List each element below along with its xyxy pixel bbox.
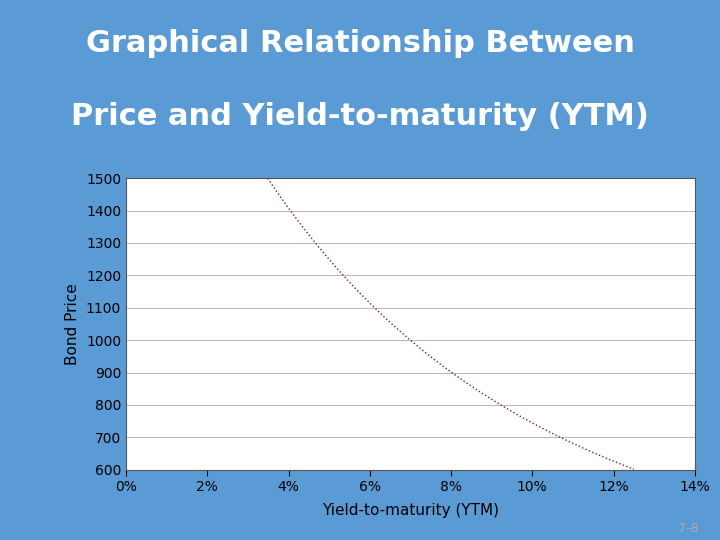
- Text: 7-8: 7-8: [678, 522, 698, 535]
- X-axis label: Yield-to-maturity (YTM): Yield-to-maturity (YTM): [322, 503, 499, 517]
- Text: Graphical Relationship Between: Graphical Relationship Between: [86, 29, 634, 58]
- Text: Price and Yield-to-maturity (YTM): Price and Yield-to-maturity (YTM): [71, 102, 649, 131]
- Y-axis label: Bond Price: Bond Price: [66, 283, 81, 365]
